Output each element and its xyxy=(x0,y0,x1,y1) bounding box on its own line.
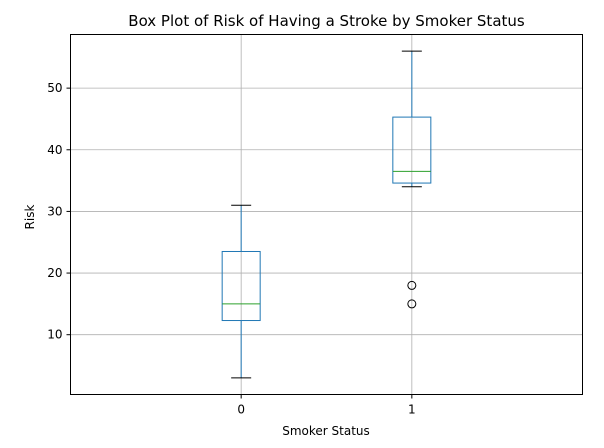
y-tick-label: 30 xyxy=(47,204,62,218)
chart-title: Box Plot of Risk of Having a Stroke by S… xyxy=(128,12,525,30)
box-group-0 xyxy=(221,204,261,379)
iqr-box xyxy=(221,250,261,322)
y-axis-label: Risk xyxy=(23,205,37,230)
outlier-point xyxy=(407,299,417,309)
outlier-point xyxy=(407,280,417,290)
y-tick-label: 20 xyxy=(47,266,62,280)
iqr-box xyxy=(392,116,432,184)
plot-frame xyxy=(70,34,583,395)
y-tick-label: 50 xyxy=(47,81,62,95)
x-tick-label: 1 xyxy=(408,403,416,417)
box-group-1 xyxy=(392,50,432,309)
x-tick-label: 0 xyxy=(237,403,245,417)
y-tick-label: 10 xyxy=(47,328,62,342)
x-axis-label: Smoker Status xyxy=(282,424,370,438)
grid-layer xyxy=(70,34,583,395)
ticks-layer: 10 20 30 40 50 0 1 xyxy=(47,81,415,416)
y-tick-label: 40 xyxy=(47,143,62,157)
boxes-layer xyxy=(221,50,432,379)
